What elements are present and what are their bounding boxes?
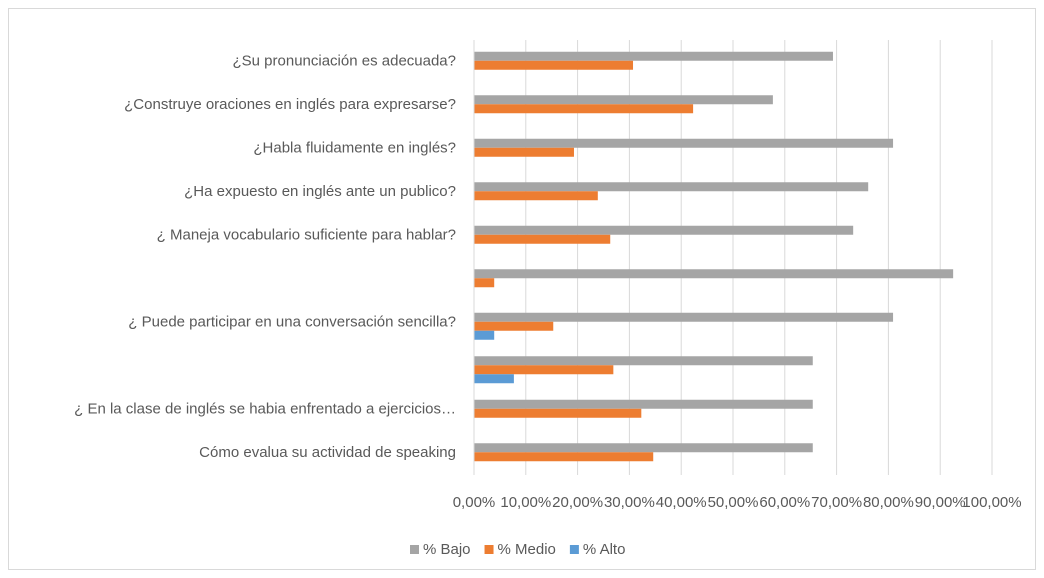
bar <box>474 321 554 331</box>
bar <box>474 147 574 157</box>
x-tick-label: 40,00% <box>656 494 707 511</box>
y-tick-label: Cómo evalua su actividad de speaking <box>199 444 456 461</box>
bar <box>474 191 598 201</box>
bar <box>474 95 773 105</box>
x-tick-label: 60,00% <box>759 494 810 511</box>
x-tick-label: 90,00% <box>915 494 966 511</box>
x-tick-label: 80,00% <box>863 494 914 511</box>
legend-label: % Alto <box>583 541 626 558</box>
bar <box>474 330 495 340</box>
x-tick-label: 20,00% <box>552 494 603 511</box>
legend-label: % Bajo <box>423 541 471 558</box>
legend-swatch <box>484 545 494 554</box>
x-tick-label: 10,00% <box>500 494 551 511</box>
chart-frame <box>8 8 1036 570</box>
y-tick-label: ¿ En la clase de inglés se habia enfrent… <box>74 401 456 418</box>
bar <box>474 269 954 279</box>
bar <box>474 60 634 70</box>
y-tick-label: ¿Su pronunciación es adecuada? <box>233 53 457 70</box>
bar <box>474 278 495 288</box>
y-tick-label: ¿ Puede participar en una conversación s… <box>128 314 456 331</box>
y-tick-label: ¿Ha expuesto en inglés ante un publico? <box>184 183 456 200</box>
bar <box>474 51 833 61</box>
bar <box>474 374 514 384</box>
bar <box>474 408 642 418</box>
bar <box>474 443 813 453</box>
bar <box>474 356 813 366</box>
x-tick-label: 100,00% <box>962 494 1021 511</box>
x-tick-label: 70,00% <box>811 494 862 511</box>
legend-swatch <box>569 545 579 554</box>
legend-label: % Medio <box>498 541 556 558</box>
bar <box>474 138 894 148</box>
bar <box>474 312 894 322</box>
y-tick-label: ¿Habla fluidamente en inglés? <box>253 140 456 157</box>
bar <box>474 452 654 462</box>
bar <box>474 399 813 409</box>
y-tick-label: ¿ Maneja vocabulario suficiente para hab… <box>157 227 456 244</box>
bar <box>474 104 694 114</box>
x-tick-label: 30,00% <box>604 494 655 511</box>
x-tick-label: 0,00% <box>453 494 496 511</box>
bar <box>474 225 854 235</box>
y-tick-label: ¿Construye oraciones en inglés para expr… <box>124 96 456 113</box>
legend-swatch <box>410 545 419 554</box>
bar <box>474 234 611 244</box>
bar <box>474 365 614 375</box>
bar <box>474 182 869 192</box>
x-tick-label: 50,00% <box>708 494 759 511</box>
